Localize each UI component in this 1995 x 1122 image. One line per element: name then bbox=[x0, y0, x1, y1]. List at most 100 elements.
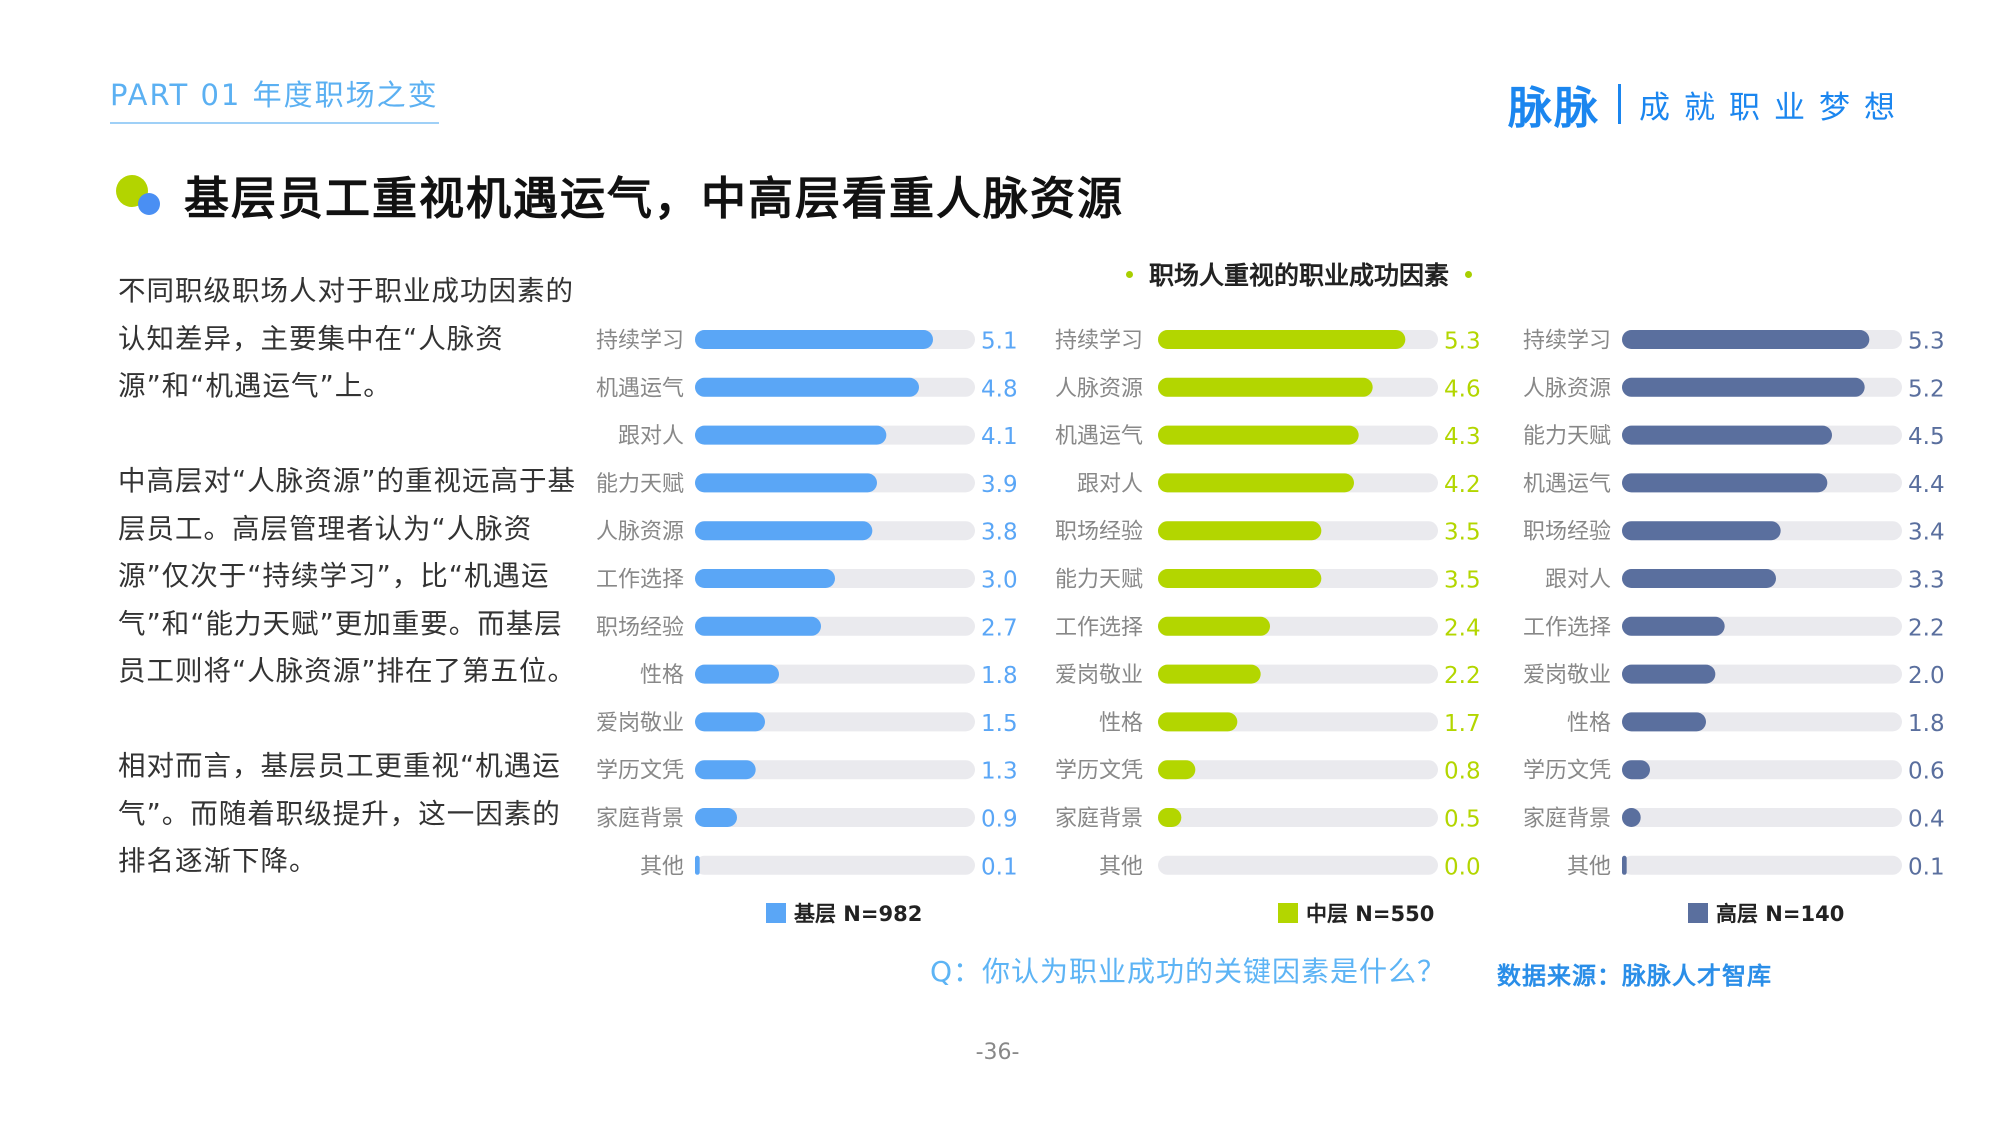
title-dots-icon bbox=[116, 171, 172, 219]
bar bbox=[695, 330, 933, 349]
bar bbox=[1622, 808, 1641, 827]
value-label: 0.6 bbox=[1908, 759, 1945, 785]
category-label: 能力天赋 bbox=[596, 472, 684, 497]
bar bbox=[695, 569, 835, 588]
category-label: 机遇运气 bbox=[1055, 424, 1143, 449]
category-label: 工作选择 bbox=[596, 568, 684, 593]
category-label: 学历文凭 bbox=[1523, 759, 1611, 784]
category-label: 家庭背景 bbox=[1055, 807, 1143, 832]
brand: 脉脉 成就职业梦想 bbox=[1508, 72, 1909, 136]
value-label: 5.2 bbox=[1908, 376, 1945, 402]
category-label: 工作选择 bbox=[1523, 615, 1611, 640]
category-label: 学历文凭 bbox=[1055, 759, 1143, 784]
bar bbox=[1158, 569, 1322, 588]
bar bbox=[1158, 616, 1270, 636]
value-label: 0.1 bbox=[981, 854, 1018, 880]
category-label: 爱岗敬业 bbox=[596, 711, 684, 736]
bar bbox=[1158, 521, 1322, 541]
value-label: 5.3 bbox=[1908, 329, 1945, 355]
bar bbox=[695, 473, 877, 493]
category-label: 其他 bbox=[640, 854, 684, 879]
bar bbox=[1622, 521, 1781, 541]
bar bbox=[1158, 330, 1406, 349]
bar bbox=[1622, 855, 1627, 875]
description-paragraph-3: 相对而言，基层员工更重视“机遇运气”。而随着职级提升，这一因素的排名逐渐下降。 bbox=[118, 750, 561, 877]
category-label: 跟对人 bbox=[618, 424, 684, 449]
bar bbox=[1622, 712, 1706, 732]
value-label: 0.8 bbox=[1444, 759, 1481, 785]
bar bbox=[695, 425, 887, 445]
category-label: 家庭背景 bbox=[596, 807, 684, 832]
bar-track bbox=[695, 808, 975, 827]
bar bbox=[1158, 808, 1182, 827]
bar bbox=[1622, 425, 1832, 445]
value-label: 0.9 bbox=[981, 807, 1018, 833]
category-label: 跟对人 bbox=[1077, 472, 1143, 497]
bar bbox=[695, 377, 919, 397]
bar bbox=[695, 855, 700, 875]
page-number: -36- bbox=[975, 1040, 1020, 1065]
bar bbox=[1158, 760, 1196, 780]
bar bbox=[1622, 616, 1725, 636]
bar bbox=[1158, 712, 1238, 732]
bar bbox=[1622, 569, 1776, 588]
value-label: 1.8 bbox=[1908, 711, 1945, 737]
category-label: 持续学习 bbox=[1055, 329, 1143, 354]
bar bbox=[1622, 473, 1828, 493]
brand-logo: 脉脉 bbox=[1508, 83, 1600, 134]
legend-swatch bbox=[1688, 903, 1708, 923]
value-label: 2.2 bbox=[1444, 663, 1481, 689]
chart-title: 职场人重视的职业成功因素 bbox=[1110, 256, 1488, 292]
category-label: 工作选择 bbox=[1055, 615, 1143, 640]
value-label: 3.8 bbox=[981, 520, 1018, 546]
category-label: 爱岗敬业 bbox=[1055, 663, 1143, 688]
value-label: 4.6 bbox=[1444, 376, 1481, 402]
value-label: 5.3 bbox=[1444, 329, 1481, 355]
value-label: 3.0 bbox=[981, 568, 1018, 594]
category-label: 能力天赋 bbox=[1055, 568, 1143, 593]
category-label: 跟对人 bbox=[1545, 568, 1611, 593]
category-label: 能力天赋 bbox=[1523, 424, 1611, 449]
chart-panel-2: 持续学习 5.3 人脉资源 4.6 机遇运气 4.3 跟对人 4.2 职场经验 3.5 能力天赋 3.… bbox=[1055, 329, 1481, 927]
category-label: 人脉资源 bbox=[1055, 376, 1143, 401]
bar bbox=[695, 808, 737, 827]
page-title: 基层员工重视机遇运气，中高层看重人脉资源 bbox=[184, 172, 1125, 225]
category-label: 机遇运气 bbox=[596, 376, 684, 401]
legend-label: 高层 N=140 bbox=[1716, 902, 1844, 926]
legend-swatch bbox=[766, 903, 786, 923]
bar-track bbox=[1622, 808, 1902, 827]
description: 不同职级职场人对于职业成功因素的认知差异，主要集中在“人脉资源”和“机遇运气”上… bbox=[118, 268, 578, 933]
value-label: 4.3 bbox=[1444, 424, 1481, 450]
bar bbox=[1158, 664, 1261, 684]
section-label: PART 01 年度职场之变 bbox=[110, 72, 439, 124]
bar-track bbox=[1158, 855, 1438, 875]
bar bbox=[1158, 377, 1373, 397]
value-label: 2.0 bbox=[1908, 663, 1945, 689]
bar bbox=[1622, 760, 1650, 780]
value-label: 3.5 bbox=[1444, 568, 1481, 594]
chart-panel-3: 持续学习 5.3 人脉资源 5.2 能力天赋 4.5 机遇运气 4.4 职场经验 3.4 跟对人 3.… bbox=[1523, 329, 1945, 927]
category-label: 人脉资源 bbox=[596, 520, 684, 545]
title-row: 基层员工重视机遇运气，中高层看重人脉资源 bbox=[116, 162, 1124, 227]
bar bbox=[695, 616, 821, 636]
bar bbox=[695, 664, 779, 684]
value-label: 2.2 bbox=[1908, 615, 1945, 641]
bar bbox=[1622, 664, 1716, 684]
bar-track bbox=[695, 760, 975, 780]
category-label: 性格 bbox=[640, 663, 684, 688]
bar-track bbox=[1158, 808, 1438, 827]
bullet-dot-icon bbox=[1126, 270, 1133, 278]
category-label: 学历文凭 bbox=[596, 759, 684, 784]
value-label: 1.8 bbox=[981, 663, 1018, 689]
category-label: 爱岗敬业 bbox=[1523, 663, 1611, 688]
value-label: 0.0 bbox=[1444, 854, 1481, 880]
bar-track bbox=[1622, 760, 1902, 780]
value-label: 3.5 bbox=[1444, 520, 1481, 546]
legend-swatch bbox=[1278, 903, 1298, 923]
category-label: 职场经验 bbox=[1055, 520, 1143, 545]
category-label: 性格 bbox=[1567, 711, 1611, 736]
value-label: 1.5 bbox=[981, 711, 1018, 737]
value-label: 4.2 bbox=[1444, 472, 1481, 498]
chart-panel-1: 持续学习 5.1 机遇运气 4.8 跟对人 4.1 能力天赋 3.9 人脉资源 3.8 工作选择 3.… bbox=[596, 329, 1018, 927]
bar-track bbox=[1158, 760, 1438, 780]
